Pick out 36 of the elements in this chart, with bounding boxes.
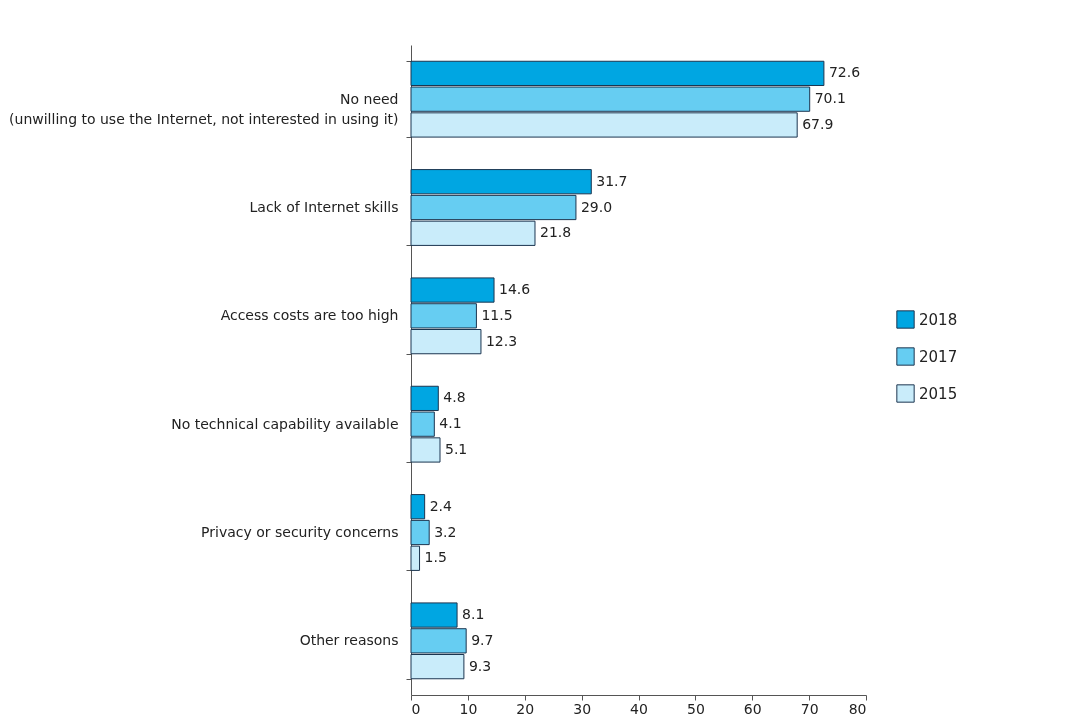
legend-label: 2018 (919, 310, 958, 329)
y-tick-label: Access costs are too high (220, 307, 399, 324)
data-label: 72.6 (828, 64, 861, 81)
data-label: 12.3 (485, 332, 518, 349)
data-label: 9.3 (468, 657, 492, 674)
data-label: 11.5 (481, 306, 513, 323)
data-label: 14.6 (499, 281, 531, 298)
data-label: 4.1 (439, 415, 462, 432)
data-label: 9.7 (471, 631, 494, 648)
y-tick-label: Lack of Internet skills (249, 199, 399, 215)
y-tick-label: No technical capability available (171, 415, 399, 432)
data-label: 70.1 (814, 90, 846, 107)
x-tick-label: 50 (686, 700, 705, 717)
data-label: 8.1 (462, 606, 485, 623)
data-label: 3.2 (434, 523, 457, 540)
x-tick-label: 0 (411, 700, 421, 717)
data-label: 67.9 (802, 115, 834, 132)
y-tick-label: Other reasons (299, 632, 399, 649)
data-label: 5.1 (445, 440, 468, 457)
data-label: 1.5 (424, 549, 447, 566)
y-tick-label: No need (unwilling to use the Internet, not interested in using it) (9, 90, 399, 127)
data-label: 2.4 (429, 497, 453, 514)
legend-label: 2015 (919, 384, 958, 403)
x-tick-label: 70 (800, 700, 819, 717)
legend-label: 2017 (919, 347, 958, 366)
data-label: 21.8 (539, 224, 572, 241)
x-tick-label: 20 (516, 700, 535, 717)
x-tick-label: 10 (459, 700, 478, 717)
y-tick-label: Privacy or security concerns (201, 524, 399, 540)
x-tick-label: 30 (573, 700, 592, 717)
data-label: 29.0 (580, 198, 613, 215)
data-label: 4.8 (443, 389, 466, 406)
x-tick-label: 60 (743, 700, 762, 717)
x-tick-label: 80 (848, 700, 867, 717)
x-tick-label: 40 (630, 700, 648, 717)
data-label: 31.7 (596, 172, 628, 189)
